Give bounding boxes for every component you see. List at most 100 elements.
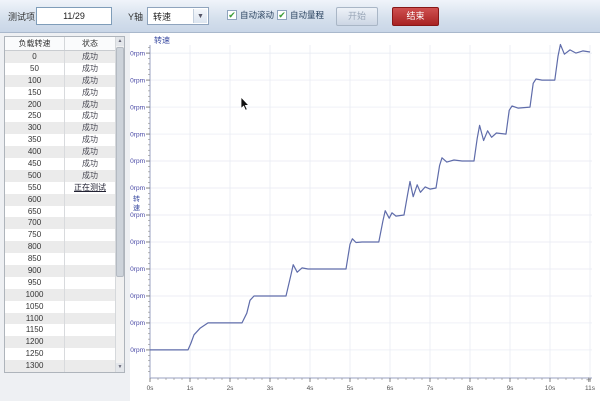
speed-cell: 1200	[5, 336, 65, 349]
table-row[interactable]: 100 成功	[5, 74, 115, 87]
table-row[interactable]: 600	[5, 193, 115, 206]
table-row[interactable]: 700	[5, 217, 115, 230]
speed-cell: 1100	[5, 312, 65, 325]
rpm-series-line	[150, 43, 591, 351]
table-row[interactable]: 1150	[5, 324, 115, 337]
auto-range-label: 自动量程	[290, 10, 325, 20]
table-row[interactable]: 200 成功	[5, 98, 115, 111]
table-scrollbar[interactable]: ▲ ▼	[115, 37, 124, 372]
table-row[interactable]: 1300	[5, 360, 115, 373]
x-tick-label: 1s	[187, 385, 195, 392]
x-tick-label: 8s	[467, 385, 475, 392]
table-row[interactable]: 250 成功	[5, 110, 115, 123]
y-tick-label: 200rpm	[130, 239, 145, 246]
test-progress-input[interactable]	[36, 7, 112, 25]
table-row[interactable]: 950	[5, 276, 115, 289]
status-cell: 成功	[82, 123, 98, 133]
table-row[interactable]: 400 成功	[5, 146, 115, 159]
speed-cell: 100	[5, 74, 65, 87]
table-row[interactable]: 150 成功	[5, 86, 115, 99]
table-row[interactable]: 550 正在测试	[5, 181, 115, 194]
speed-cell: 600	[5, 193, 65, 206]
y-tick-label: 550rpm	[130, 50, 145, 57]
table-row[interactable]: 800	[5, 241, 115, 254]
x-tick-label: 11s	[585, 385, 596, 392]
auto-scroll-label: 自动滚动	[240, 10, 275, 20]
status-cell	[65, 206, 115, 218]
speed-cell: 50	[5, 62, 65, 75]
table-row[interactable]: 850	[5, 253, 115, 266]
table-row[interactable]: 300 成功	[5, 122, 115, 135]
auto-scroll-checkbox[interactable]: ✔ 自动滚动	[227, 9, 274, 21]
speed-cell: 150	[5, 86, 65, 99]
status-cell	[65, 360, 115, 372]
status-cell: 成功	[82, 111, 98, 121]
x-tick-label: 4s	[307, 385, 315, 392]
table-row[interactable]: 50 成功	[5, 62, 115, 75]
table-header-row: 负载转速 状态	[5, 37, 115, 51]
x-tick-label: 10s	[545, 385, 556, 392]
stop-button[interactable]: 结束	[392, 7, 439, 26]
table-row[interactable]: 500 成功	[5, 169, 115, 182]
speed-cell: 1050	[5, 300, 65, 313]
column-header-status: 状态	[82, 39, 98, 48]
table-row[interactable]: 1050	[5, 300, 115, 313]
chart-legend-title: 转速	[154, 35, 170, 45]
auto-range-checkbox[interactable]: ✔ 自动量程	[277, 9, 324, 21]
mouse-cursor-icon	[240, 97, 250, 111]
scrollbar-thumb[interactable]	[116, 47, 124, 277]
y-tick-label: 350rpm	[130, 158, 145, 165]
speed-cell: 900	[5, 265, 65, 277]
status-cell	[65, 229, 115, 241]
table-row[interactable]: 650	[5, 205, 115, 218]
table-row[interactable]: 750	[5, 229, 115, 242]
status-cell: 成功	[82, 135, 98, 145]
status-cell: 成功	[82, 63, 98, 73]
status-cell: 正在测试	[74, 182, 106, 192]
checkmark-icon: ✔	[227, 10, 237, 20]
status-cell: 成功	[82, 170, 98, 180]
chart-expand-icon[interactable]: +	[586, 375, 591, 385]
x-tick-label: 9s	[507, 385, 515, 392]
status-cell: 成功	[82, 87, 98, 97]
status-cell	[65, 301, 115, 313]
start-button: 开始	[336, 7, 378, 26]
speed-cell: 1300	[5, 360, 65, 373]
table-row[interactable]: 1250	[5, 348, 115, 361]
scroll-up-icon[interactable]: ▲	[116, 37, 124, 46]
speed-cell: 800	[5, 241, 65, 254]
table-row[interactable]: 1200	[5, 336, 115, 349]
speed-cell: 400	[5, 146, 65, 159]
status-cell	[65, 336, 115, 348]
chevron-down-icon[interactable]: ▼	[193, 9, 207, 23]
table-row[interactable]: 1000	[5, 288, 115, 301]
table-row[interactable]: 0 成功	[5, 51, 115, 63]
speed-cell: 250	[5, 110, 65, 123]
rpm-line-chart[interactable]: 0rpm 50rpm 100rpm 150rpm 200rpm 250rpm 300rpm 3…	[123, 33, 600, 401]
status-cell	[65, 265, 115, 277]
status-cell	[65, 348, 115, 360]
speed-cell: 750	[5, 229, 65, 242]
speed-cell: 850	[5, 253, 65, 266]
table-row[interactable]: 1100	[5, 312, 115, 325]
status-cell	[65, 289, 115, 301]
speed-cell: 650	[5, 205, 65, 218]
y-tick-label: 150rpm	[130, 266, 145, 273]
status-cell	[65, 241, 115, 253]
table-row[interactable]: 350 成功	[5, 134, 115, 147]
status-cell	[65, 217, 115, 229]
y-tick-label: 250rpm	[130, 212, 145, 219]
table-row[interactable]: 450 成功	[5, 158, 115, 170]
x-tick-label: 0s	[147, 385, 155, 392]
speed-cell: 700	[5, 217, 65, 230]
y-axis-dropdown[interactable]: 转速 ▼	[147, 7, 209, 25]
scroll-down-icon[interactable]: ▼	[116, 363, 124, 372]
x-tick-label: 2s	[227, 385, 235, 392]
speed-cell: 1000	[5, 288, 65, 301]
x-tick-label: 6s	[387, 385, 395, 392]
x-tick-label: 5s	[347, 385, 355, 392]
speed-cell: 200	[5, 98, 65, 111]
status-cell: 成功	[82, 75, 98, 85]
table-row[interactable]: 900	[5, 265, 115, 277]
column-header-speed: 负载转速	[5, 37, 65, 50]
